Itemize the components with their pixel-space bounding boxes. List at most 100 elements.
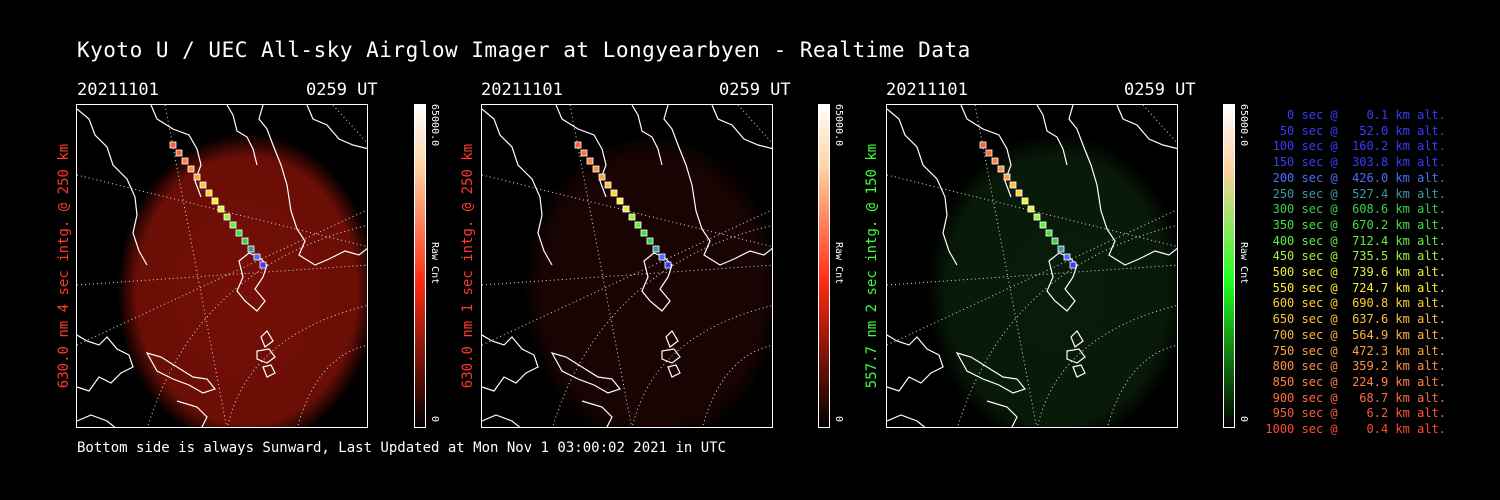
panel-1-colorbar (414, 104, 426, 428)
colorbar-unit: Raw Cnt (1238, 242, 1249, 285)
panel-3-time: 0259 UT (1124, 80, 1196, 100)
coastline (986, 400, 1018, 427)
trajectory-point (253, 253, 261, 261)
colorbar-min: 0 (833, 416, 844, 423)
trajectory-point (1015, 189, 1023, 197)
colorbar-max: 65000.0 (833, 104, 844, 147)
grid-line (147, 224, 367, 427)
grid-line (297, 344, 367, 427)
panel-1-allsky-image (76, 104, 368, 428)
coastline (1068, 105, 1177, 266)
coastline (256, 348, 276, 364)
legend-row: 650 sec @ 637.6 km alt. (1265, 312, 1446, 327)
trajectory-point (1069, 261, 1077, 269)
panel-2-date: 20211101 (481, 80, 563, 100)
trajectory-point (187, 165, 195, 173)
trajectory-point (586, 157, 594, 165)
grid-line (569, 105, 633, 427)
panel-2-allsky-image (481, 104, 773, 428)
panel-1-colorbar-labels: 65000.0 Raw Cnt 0 (428, 104, 444, 428)
legend-row: 800 sec @ 359.2 km alt. (1265, 359, 1446, 374)
coastline (226, 105, 258, 166)
legend-row: 100 sec @ 160.2 km alt. (1265, 139, 1446, 154)
trajectory-point (175, 149, 183, 157)
panel-1-time: 0259 UT (306, 80, 378, 100)
trajectory-point (979, 141, 987, 149)
legend-row: 600 sec @ 690.8 km alt. (1265, 296, 1446, 311)
trajectory-point (1045, 229, 1053, 237)
trajectory-point (1033, 213, 1041, 221)
trajectory-point (580, 149, 588, 157)
coastline (665, 330, 679, 348)
coastline (1116, 105, 1177, 150)
coastline (1072, 364, 1086, 378)
panel-2-side-label: 630.0 nm 1 sec intg. @ 250 km (460, 143, 476, 389)
panel-3-date: 20211101 (886, 80, 968, 100)
legend-row: 1000 sec @ 0.4 km alt. (1265, 422, 1446, 437)
trajectory-point (1021, 197, 1029, 205)
trajectory-point (235, 229, 243, 237)
coastline (663, 105, 772, 266)
trajectory-point (616, 197, 624, 205)
trajectory-point (658, 253, 666, 261)
trajectory-point (199, 181, 207, 189)
trajectory-point (604, 181, 612, 189)
trajectory-point (634, 221, 642, 229)
panel-1-date: 20211101 (77, 80, 159, 100)
legend-row: 300 sec @ 608.6 km alt. (1265, 202, 1446, 217)
trajectory-point (1051, 237, 1059, 245)
grid-line (77, 264, 367, 286)
colorbar-max: 65000.0 (429, 104, 440, 147)
colorbar-unit: Raw Cnt (833, 242, 844, 285)
legend-row: 250 sec @ 527.4 km alt. (1265, 186, 1446, 201)
coastline (581, 400, 613, 427)
coastline (482, 108, 553, 266)
grid-line (957, 224, 1177, 427)
footer-note: Bottom side is always Sunward, Last Upda… (77, 440, 727, 456)
trajectory-point (247, 245, 255, 253)
grid-line (887, 264, 1177, 286)
airglow-field (117, 133, 367, 427)
coastline (77, 108, 148, 266)
trajectory-point (622, 205, 630, 213)
legend-row: 50 sec @ 52.0 km alt. (1265, 123, 1446, 138)
trajectory-point (1057, 245, 1065, 253)
airglow-field (522, 133, 772, 427)
coastline (77, 414, 116, 427)
legend-row: 200 sec @ 426.0 km alt. (1265, 170, 1446, 185)
grid-line (737, 105, 772, 144)
coastline (955, 352, 1027, 394)
coastline (887, 414, 926, 427)
trajectory-point (985, 149, 993, 157)
panel-3-colorbar-labels: 65000.0 Raw Cnt 0 (1237, 104, 1253, 428)
trajectory-point (628, 213, 636, 221)
panel-3-colorbar (1223, 104, 1235, 428)
grid-line (482, 209, 772, 346)
trajectory-point (652, 245, 660, 253)
trajectory-point (1009, 181, 1017, 189)
colorbar-min: 0 (1238, 416, 1249, 423)
legend-row: 700 sec @ 564.9 km alt. (1265, 327, 1446, 342)
coastline (145, 352, 217, 394)
legend-row: 0 sec @ 0.1 km alt. (1265, 108, 1446, 122)
trajectory-legend: 0 sec @ 0.1 km alt. 50 sec @ 52.0 km alt… (1262, 108, 1446, 438)
legend-row: 500 sec @ 739.6 km alt. (1265, 265, 1446, 280)
coastline (482, 334, 539, 392)
airglow-field (927, 133, 1177, 427)
grid-line (332, 105, 367, 144)
trajectory-point (1039, 221, 1047, 229)
colorbar-unit: Raw Cnt (429, 242, 440, 285)
grid-line (887, 209, 1177, 346)
coastline (711, 105, 772, 150)
trajectory-point (181, 157, 189, 165)
trajectory-point (205, 189, 213, 197)
trajectory-point (610, 189, 618, 197)
panel-1-map (77, 105, 367, 427)
coastline (887, 108, 958, 266)
trajectory-point (259, 261, 267, 269)
legend-row: 900 sec @ 68.7 km alt. (1265, 390, 1446, 405)
legend-row: 450 sec @ 735.5 km alt. (1265, 249, 1446, 264)
trajectory-point (169, 141, 177, 149)
trajectory-point (991, 157, 999, 165)
trajectory-point (997, 165, 1005, 173)
